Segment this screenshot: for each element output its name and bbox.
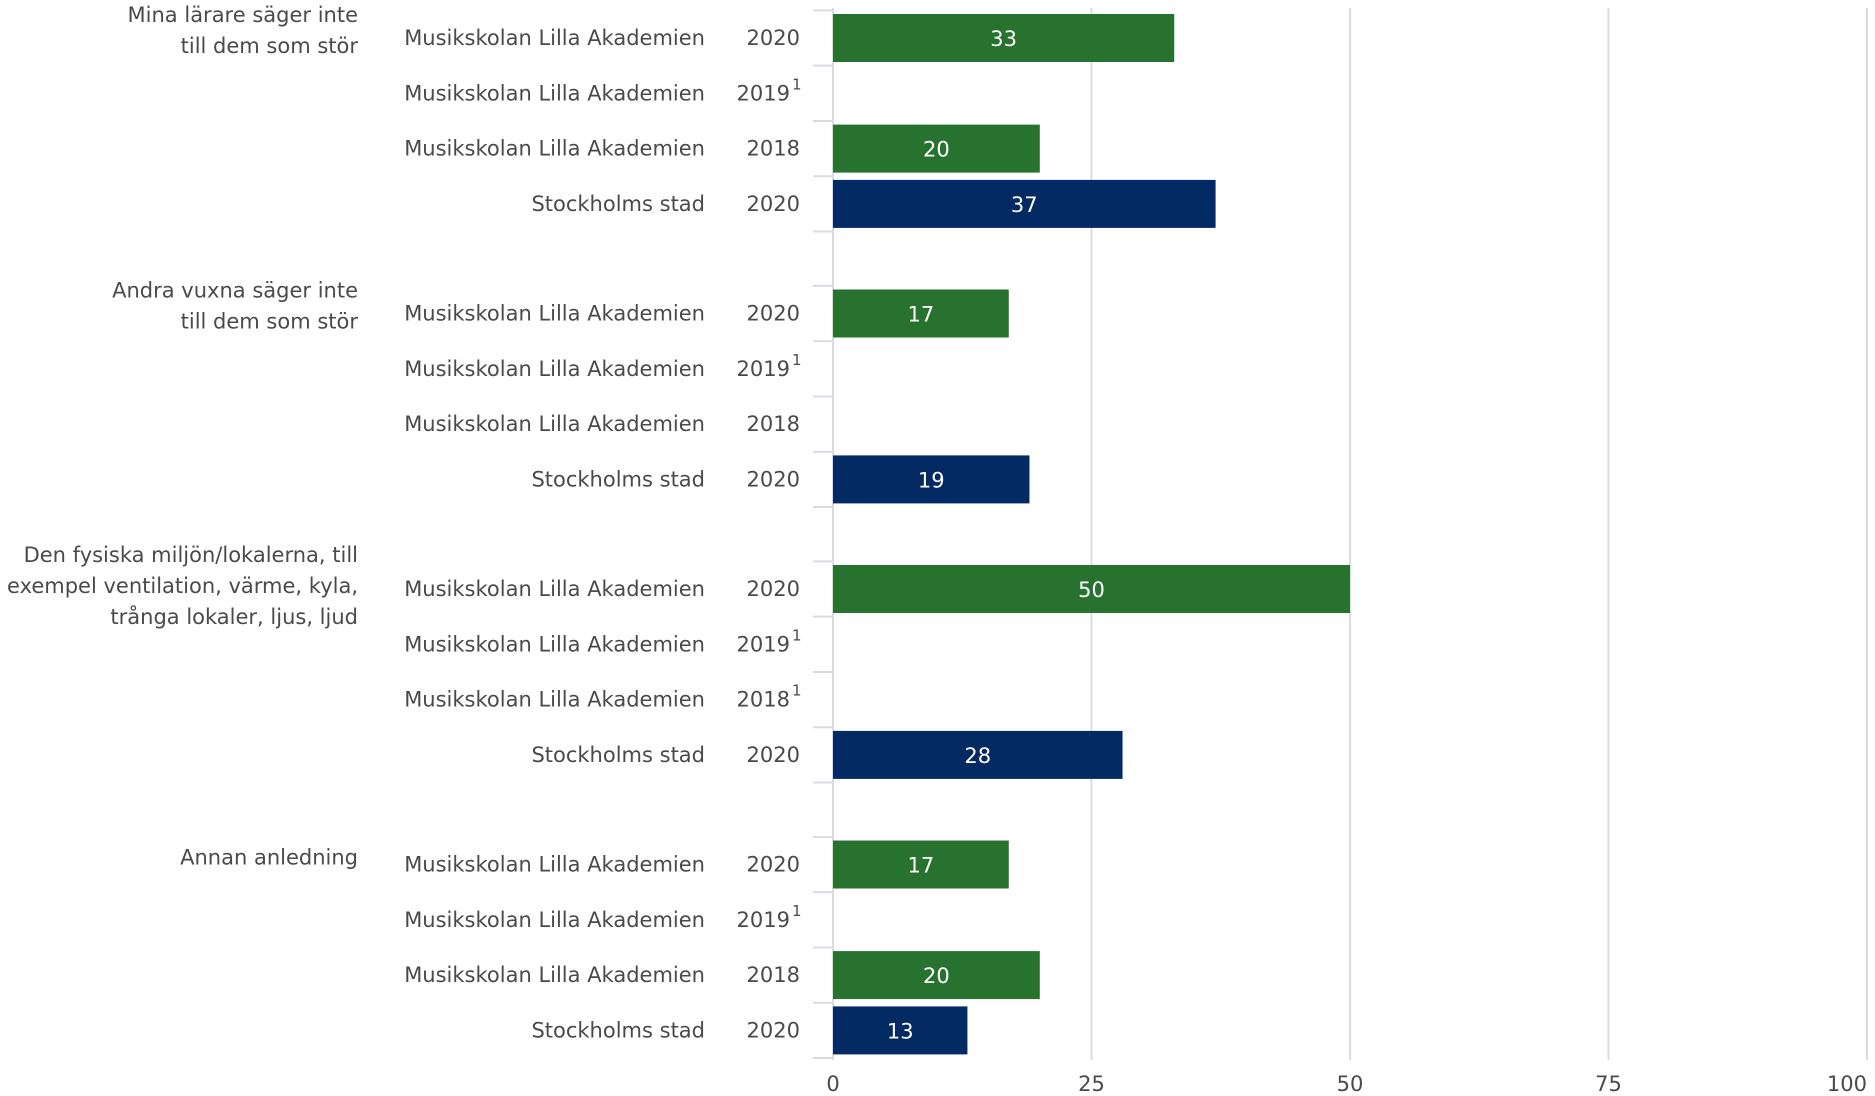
x-tick-label: 50 — [1337, 1072, 1364, 1096]
x-axis: 0 25 50 75 100 — [826, 1072, 1867, 1096]
x-tick-label: 25 — [1078, 1072, 1105, 1096]
bar — [833, 455, 1030, 504]
year-label: 2020 — [747, 302, 800, 326]
entity-label: Stockholms stad — [531, 192, 705, 216]
group-label: till dem som stör — [181, 34, 359, 58]
year-label: 2018 — [747, 963, 800, 987]
bar — [833, 565, 1350, 613]
entity-label: Musikskolan Lilla Akademien — [404, 137, 705, 161]
entity-label: Musikskolan Lilla Akademien — [404, 577, 705, 601]
bars: 33 20 37 17 19 50 28 17 20 13 — [833, 14, 1350, 1055]
footnote-marker: 1 — [792, 351, 802, 369]
year-label: 2020 — [747, 577, 800, 601]
data-label: 20 — [923, 964, 950, 988]
entity-label: Musikskolan Lilla Akademien — [404, 963, 705, 987]
entity-label: Musikskolan Lilla Akademien — [404, 81, 705, 105]
year-label: 2019 — [737, 81, 790, 105]
year-label: 2018 — [747, 412, 800, 436]
footnote-marker: 1 — [792, 75, 802, 93]
year-label: 2020 — [747, 853, 800, 877]
group-label: Andra vuxna säger inte — [112, 279, 358, 303]
entity-label: Musikskolan Lilla Akademien — [404, 26, 705, 50]
data-label: 33 — [990, 27, 1017, 51]
entity-label: Musikskolan Lilla Akademien — [404, 357, 705, 381]
data-label: 37 — [1011, 193, 1038, 217]
x-tick-label: 100 — [1827, 1072, 1867, 1096]
group-label: Den fysiska miljön/lokalerna, till — [24, 543, 358, 567]
bar — [833, 124, 1040, 173]
bar — [833, 14, 1175, 62]
year-label: 2020 — [747, 26, 800, 50]
year-label: 2019 — [737, 357, 790, 381]
group-label: exempel ventilation, värme, kyla, — [7, 574, 358, 598]
data-label: 17 — [908, 303, 935, 327]
group-label: till dem som stör — [181, 310, 359, 334]
group-label: Mina lärare säger inte — [128, 3, 358, 27]
bar — [833, 179, 1216, 228]
bar — [833, 730, 1123, 779]
year-label: 2018 — [737, 688, 790, 712]
entity-label: Musikskolan Lilla Akademien — [404, 688, 705, 712]
footnote-marker: 1 — [792, 682, 802, 700]
data-label: 17 — [908, 854, 935, 878]
footnote-marker: 1 — [792, 902, 802, 920]
entity-label: Stockholms stad — [531, 467, 705, 491]
data-label: 13 — [887, 1019, 914, 1043]
data-label: 28 — [964, 744, 991, 768]
bar — [833, 289, 1009, 338]
entity-label: Musikskolan Lilla Akademien — [404, 412, 705, 436]
year-label: 2020 — [747, 192, 800, 216]
year-label: 2020 — [747, 1018, 800, 1042]
entity-label: Musikskolan Lilla Akademien — [404, 853, 705, 877]
entity-label: Stockholms stad — [531, 1018, 705, 1042]
x-tick-label: 75 — [1595, 1072, 1622, 1096]
group-label: Annan anledning — [180, 846, 358, 870]
data-label: 19 — [918, 468, 945, 492]
entity-label: Musikskolan Lilla Akademien — [404, 302, 705, 326]
year-label: 2020 — [747, 743, 800, 767]
bar — [833, 840, 1009, 889]
year-label: 2019 — [737, 908, 790, 932]
group-label: trånga lokaler, ljus, ljud — [110, 604, 358, 629]
bar — [833, 1006, 968, 1055]
x-tick-label: 0 — [826, 1072, 839, 1096]
year-label: 2020 — [747, 467, 800, 491]
category-labels: Mina lärare säger inte till dem som stör M… — [7, 3, 802, 1042]
year-label: 2018 — [747, 137, 800, 161]
entity-label: Musikskolan Lilla Akademien — [404, 632, 705, 656]
data-label: 50 — [1078, 578, 1105, 602]
year-label: 2019 — [737, 632, 790, 656]
footnote-marker: 1 — [792, 626, 802, 644]
data-label: 20 — [923, 138, 950, 162]
entity-label: Stockholms stad — [531, 743, 705, 767]
bar — [833, 951, 1040, 1000]
entity-label: Musikskolan Lilla Akademien — [404, 908, 705, 932]
